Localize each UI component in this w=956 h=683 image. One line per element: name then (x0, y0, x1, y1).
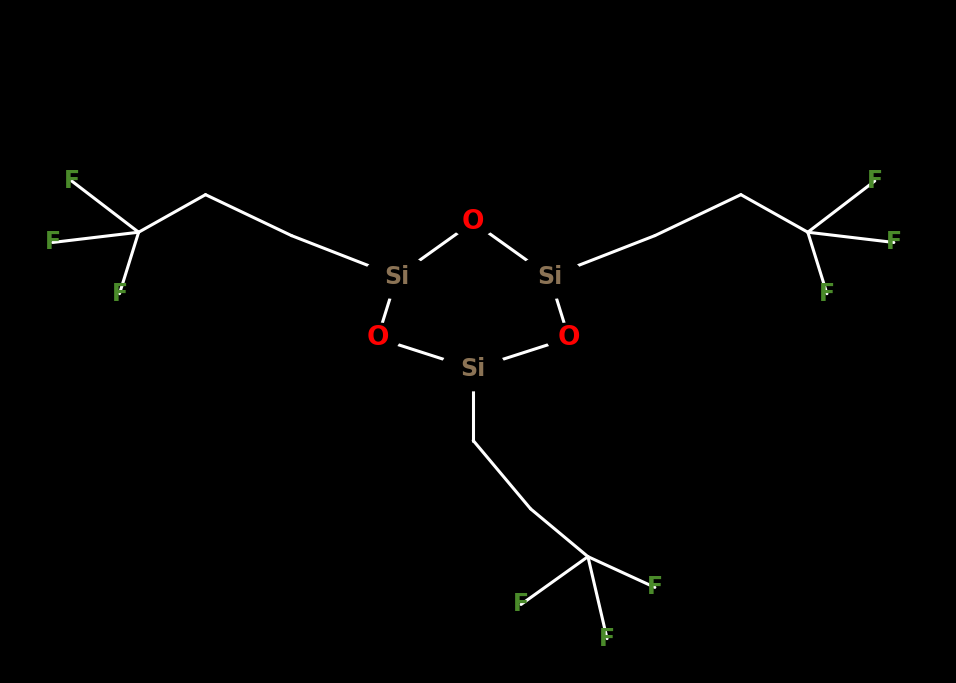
Text: F: F (112, 281, 127, 306)
Text: Si: Si (384, 264, 409, 289)
Ellipse shape (517, 255, 582, 298)
Text: F: F (599, 626, 615, 651)
Text: Si: Si (537, 264, 562, 289)
Ellipse shape (364, 255, 429, 298)
Ellipse shape (441, 347, 506, 391)
Text: F: F (647, 575, 663, 600)
Text: O: O (366, 325, 389, 351)
Text: F: F (64, 169, 79, 193)
Ellipse shape (547, 323, 591, 353)
Text: F: F (886, 230, 902, 255)
Text: O: O (462, 209, 485, 235)
Text: F: F (45, 230, 60, 255)
Text: F: F (513, 592, 529, 617)
Ellipse shape (356, 323, 400, 353)
Ellipse shape (451, 207, 495, 237)
Text: Si: Si (461, 357, 486, 381)
Text: O: O (557, 325, 580, 351)
Text: F: F (867, 169, 882, 193)
Text: F: F (819, 281, 835, 306)
